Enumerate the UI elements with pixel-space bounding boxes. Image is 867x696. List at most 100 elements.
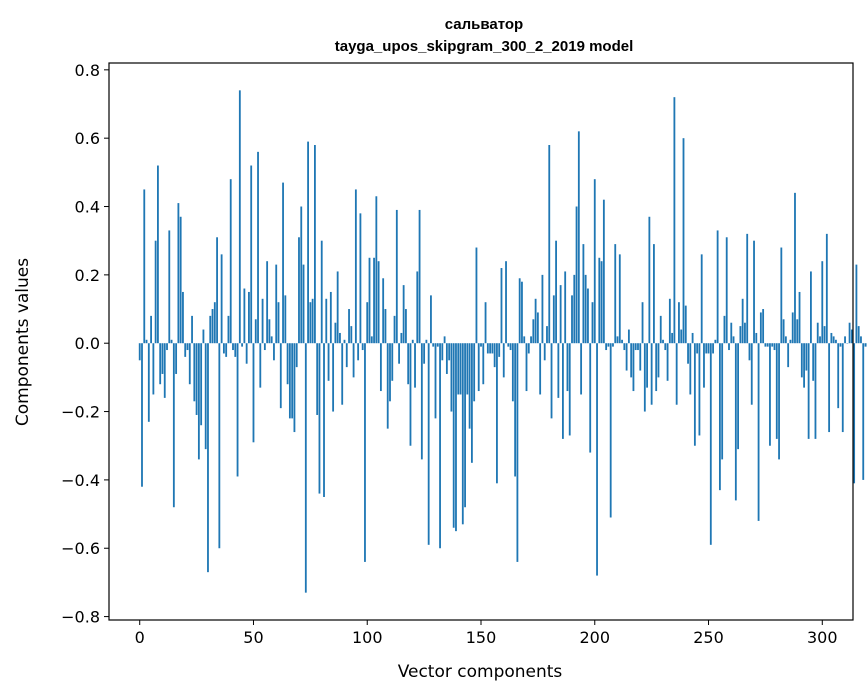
bar [336, 271, 339, 344]
bar [286, 343, 289, 385]
bar [470, 343, 473, 463]
bar [407, 343, 410, 385]
bar [493, 343, 496, 368]
bar [455, 343, 457, 532]
bar [157, 165, 159, 344]
bar [350, 326, 353, 344]
bar [739, 326, 742, 344]
bar [143, 189, 146, 344]
bar [830, 332, 833, 344]
bar [600, 261, 603, 344]
bar [384, 309, 387, 344]
bar [316, 343, 319, 415]
bar [864, 343, 867, 347]
bar [252, 343, 255, 443]
bar [400, 332, 403, 344]
bar [657, 343, 660, 378]
bar [339, 332, 341, 344]
bar [850, 329, 853, 344]
bar [639, 343, 642, 371]
bar [855, 264, 858, 344]
bar [405, 309, 407, 344]
bar [482, 343, 485, 385]
bar [450, 343, 453, 412]
y-axis-ticks: −0.8 −0.6 −0.4 −0.2 0.0 0.2 0.4 0.6 0.8 [61, 61, 109, 627]
bar [261, 298, 264, 344]
bar [844, 336, 846, 344]
bar [523, 336, 526, 344]
bar [430, 295, 432, 344]
bar [159, 343, 162, 385]
bar [323, 343, 325, 497]
bar [566, 343, 569, 392]
bar [420, 343, 423, 460]
bar [311, 298, 314, 344]
bar [659, 315, 662, 344]
bar [220, 254, 223, 344]
x-axis-label: Vector components [398, 662, 563, 682]
bar [737, 343, 740, 450]
bar [709, 343, 712, 545]
bar [366, 302, 369, 344]
bar [764, 343, 767, 347]
bar [753, 240, 755, 344]
bar [241, 343, 244, 347]
bar [527, 343, 530, 354]
bar [354, 189, 357, 344]
bar [282, 182, 284, 344]
bar [609, 343, 612, 518]
bar [368, 257, 371, 344]
bar [439, 343, 441, 549]
bar [730, 322, 733, 344]
bar [671, 332, 674, 344]
bar [225, 343, 228, 357]
bar [548, 145, 551, 344]
bar [266, 261, 269, 344]
bar [748, 343, 751, 361]
y-tick-label: 0.0 [75, 334, 100, 353]
y-axis-label: Components values [13, 258, 33, 426]
bar [673, 97, 676, 344]
bar [414, 343, 416, 388]
bar [714, 339, 717, 344]
bar [589, 343, 592, 453]
bar [680, 329, 683, 344]
bar [227, 315, 230, 344]
bar [668, 298, 671, 344]
bar [555, 240, 557, 344]
bar [721, 343, 724, 460]
bar [150, 315, 152, 344]
bar [627, 329, 630, 344]
bar [300, 206, 303, 344]
bar [393, 315, 396, 344]
bar [409, 343, 412, 446]
bar [662, 339, 664, 344]
bar [298, 237, 300, 344]
bar [757, 343, 760, 521]
bar [630, 343, 633, 378]
bar [352, 343, 355, 378]
bar [398, 343, 400, 364]
bar [345, 343, 348, 368]
bar [712, 343, 714, 354]
bar [794, 192, 796, 344]
bar [457, 343, 460, 395]
bar [591, 302, 594, 344]
bar [800, 343, 803, 378]
bar [587, 288, 589, 344]
bar [425, 339, 428, 344]
bar [348, 309, 350, 344]
bar [318, 343, 321, 494]
bar [655, 343, 658, 392]
bar [498, 343, 501, 357]
bar [696, 343, 699, 354]
bar [782, 319, 785, 344]
bar [147, 343, 150, 422]
bar [825, 233, 828, 344]
bar [170, 339, 173, 344]
bar [284, 295, 287, 344]
bar [759, 312, 762, 344]
bar [329, 291, 332, 344]
bar [418, 209, 421, 344]
bar [209, 315, 212, 344]
